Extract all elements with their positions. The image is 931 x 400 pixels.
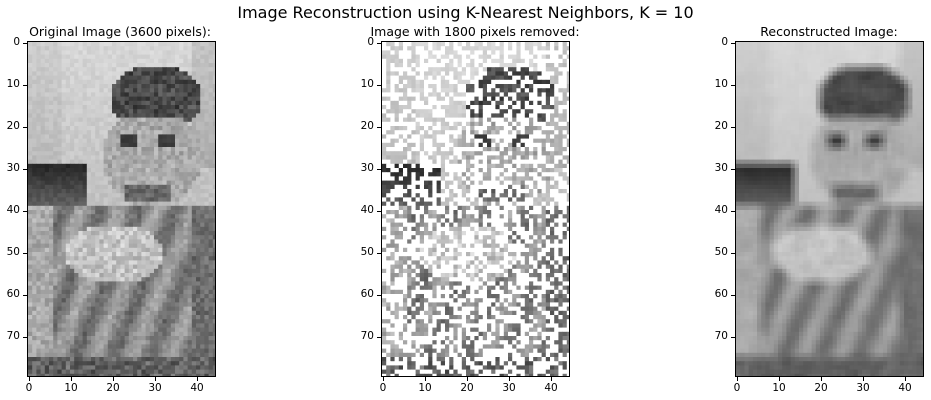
x-tick-label: 30 bbox=[502, 382, 516, 394]
y-tick-label: 70 bbox=[6, 330, 20, 342]
x-tick-label: 40 bbox=[544, 382, 558, 394]
x-tick-label: 30 bbox=[148, 382, 162, 394]
y-tick-label: 0 bbox=[13, 36, 20, 48]
y-tick bbox=[23, 337, 27, 338]
y-tick-label: 60 bbox=[6, 288, 20, 300]
x-tick-label: 0 bbox=[733, 382, 741, 394]
y-tick bbox=[23, 295, 27, 296]
x-tick-label: 20 bbox=[460, 382, 474, 394]
x-tick bbox=[905, 377, 906, 381]
y-tick bbox=[731, 85, 735, 86]
y-tick bbox=[23, 85, 27, 86]
x-tick-label: 10 bbox=[772, 382, 786, 394]
y-tick-label: 30 bbox=[714, 162, 728, 174]
y-tick bbox=[377, 169, 381, 170]
y-tick bbox=[377, 127, 381, 128]
x-tick bbox=[509, 377, 510, 381]
y-tick-label: 20 bbox=[360, 120, 374, 132]
y-tick bbox=[731, 127, 735, 128]
original-image bbox=[28, 42, 215, 376]
removed-pixels-image bbox=[382, 42, 569, 376]
y-tick-label: 70 bbox=[360, 330, 374, 342]
x-tick-label: 40 bbox=[898, 382, 912, 394]
y-tick bbox=[23, 253, 27, 254]
panel-title-removed: Image with 1800 pixels removed: bbox=[370, 24, 580, 39]
y-tick bbox=[731, 295, 735, 296]
y-tick-label: 0 bbox=[721, 36, 728, 48]
y-tick-label: 10 bbox=[6, 78, 20, 90]
y-tick-label: 40 bbox=[714, 204, 728, 216]
y-tick bbox=[23, 169, 27, 170]
y-tick bbox=[377, 85, 381, 86]
y-tick-label: 10 bbox=[360, 78, 374, 90]
y-tick-label: 50 bbox=[714, 246, 728, 258]
y-tick-label: 40 bbox=[6, 204, 20, 216]
x-tick-label: 40 bbox=[190, 382, 204, 394]
x-tick-label: 30 bbox=[856, 382, 870, 394]
x-tick-label: 20 bbox=[106, 382, 120, 394]
y-tick-label: 10 bbox=[714, 78, 728, 90]
x-tick bbox=[551, 377, 552, 381]
x-tick bbox=[29, 377, 30, 381]
y-tick bbox=[377, 43, 381, 44]
panel-title-reconstructed: Reconstructed Image: bbox=[760, 24, 898, 39]
panel-title-original: Original Image (3600 pixels): bbox=[29, 24, 211, 39]
x-tick bbox=[425, 377, 426, 381]
y-tick-label: 60 bbox=[714, 288, 728, 300]
y-tick-label: 50 bbox=[6, 246, 20, 258]
image-axes-removed bbox=[381, 41, 570, 377]
y-tick-label: 70 bbox=[714, 330, 728, 342]
y-tick-label: 20 bbox=[6, 120, 20, 132]
y-tick bbox=[377, 253, 381, 254]
x-tick bbox=[113, 377, 114, 381]
x-tick bbox=[737, 377, 738, 381]
y-tick-label: 40 bbox=[360, 204, 374, 216]
y-tick bbox=[377, 295, 381, 296]
y-tick-label: 30 bbox=[360, 162, 374, 174]
x-tick-label: 10 bbox=[418, 382, 432, 394]
figure-suptitle: Image Reconstruction using K-Nearest Nei… bbox=[237, 3, 694, 22]
x-tick bbox=[155, 377, 156, 381]
y-tick bbox=[377, 211, 381, 212]
reconstructed-image bbox=[736, 42, 923, 376]
y-tick bbox=[731, 211, 735, 212]
x-tick bbox=[71, 377, 72, 381]
x-tick-label: 10 bbox=[64, 382, 78, 394]
y-tick bbox=[377, 337, 381, 338]
x-tick-label: 0 bbox=[25, 382, 33, 394]
x-tick bbox=[467, 377, 468, 381]
y-tick-label: 60 bbox=[360, 288, 374, 300]
image-axes-original bbox=[27, 41, 216, 377]
y-tick bbox=[731, 169, 735, 170]
x-tick bbox=[863, 377, 864, 381]
x-tick bbox=[383, 377, 384, 381]
y-tick bbox=[731, 43, 735, 44]
x-tick-label: 0 bbox=[379, 382, 387, 394]
y-tick bbox=[23, 43, 27, 44]
y-tick-label: 20 bbox=[714, 120, 728, 132]
y-tick-label: 50 bbox=[360, 246, 374, 258]
y-tick bbox=[23, 127, 27, 128]
y-tick-label: 30 bbox=[6, 162, 20, 174]
x-tick bbox=[197, 377, 198, 381]
y-tick bbox=[731, 337, 735, 338]
y-tick-label: 0 bbox=[367, 36, 374, 48]
image-axes-reconstructed bbox=[735, 41, 924, 377]
y-tick bbox=[23, 211, 27, 212]
x-tick bbox=[821, 377, 822, 381]
x-tick bbox=[779, 377, 780, 381]
x-tick-label: 20 bbox=[814, 382, 828, 394]
y-tick bbox=[731, 253, 735, 254]
